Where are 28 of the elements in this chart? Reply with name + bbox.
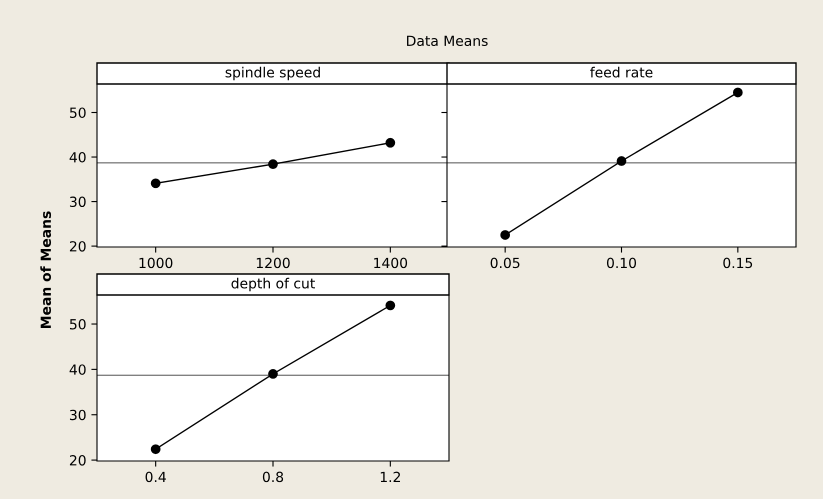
y-tick-label: 40 [70,152,86,163]
x-tick-label: 0.8 [262,472,284,482]
chart-title: feed rate [590,66,652,78]
point [268,369,278,379]
y-tick-label: 20 [70,241,86,252]
y-tick-label: 20 [70,455,86,466]
point [385,138,396,148]
x-tick-label: 1400 [374,258,408,268]
x-tick-label: 0.4 [146,472,166,482]
y-tick-label: 50 [70,318,86,330]
point [268,159,278,170]
point [150,178,161,188]
point [385,300,396,310]
y-axis-title: Mean of Means [40,211,52,328]
x-tick-label: 0.05 [490,258,520,268]
x-tick-label: 0.10 [606,258,636,268]
chart-title: depth of cut [232,278,315,292]
y-tick-label: 30 [70,196,86,208]
x-tick-label: 1000 [140,258,172,268]
x-tick-label: 1.2 [380,472,400,482]
y-tick-label: 40 [70,364,86,375]
point [150,444,161,454]
x-tick-label: 1200 [256,258,290,268]
x-tick-label: 0.15 [723,258,752,268]
y-tick-label: 50 [70,107,86,118]
chart-title: spindle speed [226,66,320,80]
text: Data Means [407,36,488,46]
y-tick-label: 30 [70,410,86,420]
